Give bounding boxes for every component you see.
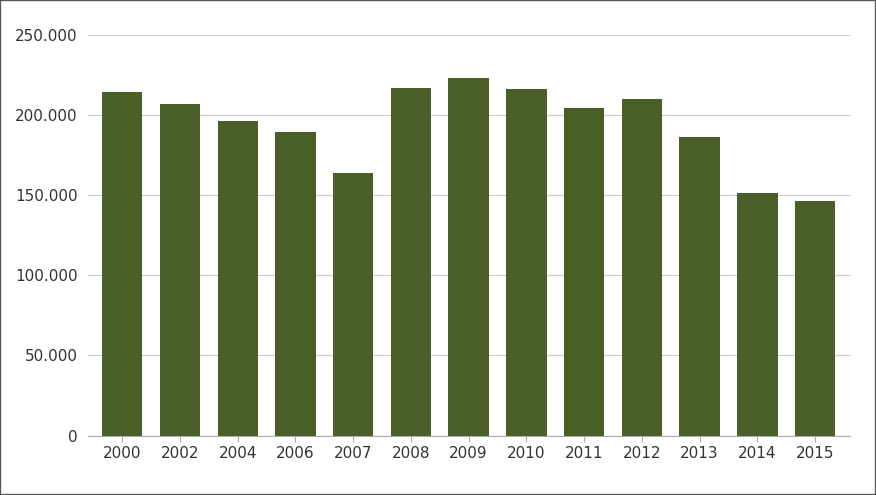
Bar <box>391 88 431 436</box>
Bar <box>622 99 662 436</box>
Bar <box>737 194 778 436</box>
Bar <box>275 133 315 436</box>
Bar <box>506 89 547 436</box>
Bar <box>795 201 836 436</box>
Bar <box>217 121 258 436</box>
Bar <box>333 173 373 436</box>
Bar <box>680 137 720 436</box>
Bar <box>564 108 604 436</box>
Bar <box>102 93 143 436</box>
Bar <box>449 78 489 436</box>
Bar <box>159 103 201 436</box>
